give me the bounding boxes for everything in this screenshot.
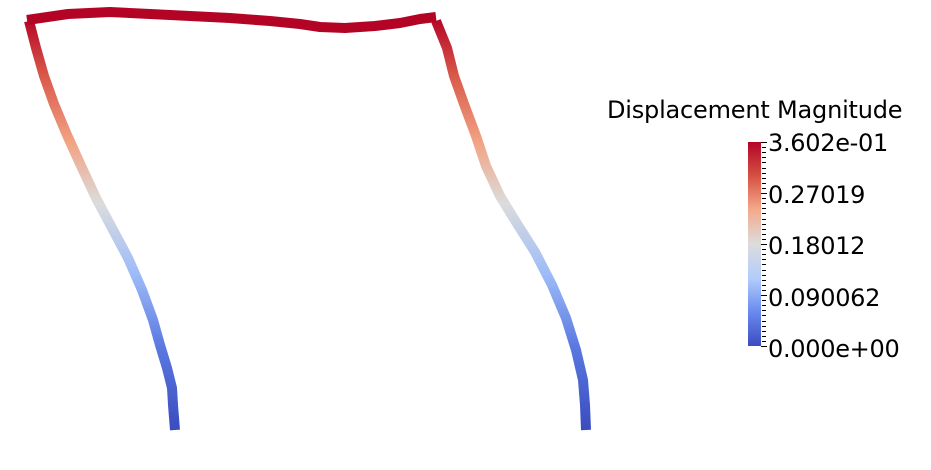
colorbar-tick (762, 224, 766, 225)
colorbar-tick (762, 178, 766, 179)
colorbar-title: Displacement Magnitude (607, 96, 903, 124)
colorbar-label-max: 3.602e-01 (768, 129, 888, 157)
colorbar-tick (762, 336, 766, 337)
colorbar-tick (761, 295, 767, 296)
colorbar-tick (762, 321, 766, 322)
colorbar-tick (762, 188, 766, 189)
right-column (431, 19, 591, 431)
colorbar-tick (762, 341, 766, 342)
colorbar-tick (762, 147, 766, 148)
colorbar-tick (762, 219, 766, 220)
colorbar-tick (761, 193, 767, 194)
colorbar-tick (762, 270, 766, 271)
colorbar-tick (762, 285, 766, 286)
colorbar-tick (761, 244, 767, 245)
colorbar-tick (761, 346, 767, 347)
colorbar-label-3: 0.18012 (768, 232, 866, 260)
colorbar-tick (762, 239, 766, 240)
colorbar-tick (762, 264, 766, 265)
colorbar-tick (762, 326, 766, 327)
colorbar-tick (762, 203, 766, 204)
colorbar-tick (762, 315, 766, 316)
colorbar-tick (762, 208, 766, 209)
colorbar-tick (762, 280, 766, 281)
top-beam (26, 7, 437, 33)
colorbar-tick (762, 229, 766, 230)
colorbar-tick (762, 300, 766, 301)
colorbar-tick (762, 331, 766, 332)
colorbar-tick (762, 305, 766, 306)
left-column (24, 19, 180, 431)
colorbar-tick (762, 254, 766, 255)
colorbar-tick (762, 259, 766, 260)
colorbar-tick (762, 157, 766, 158)
colorbar-tick (762, 310, 766, 311)
colorbar-tick (762, 213, 766, 214)
colorbar-label-2: 0.27019 (768, 181, 866, 209)
colorbar-label-4: 0.090062 (768, 284, 881, 312)
colorbar-tick (762, 249, 766, 250)
colorbar-tick (762, 275, 766, 276)
colorbar-tick (762, 168, 766, 169)
colorbar-tick (761, 142, 767, 143)
colorbar-tick (762, 234, 766, 235)
colorbar-tick (762, 162, 766, 163)
colorbar-label-min: 0.000e+00 (768, 335, 900, 363)
colorbar (748, 142, 761, 346)
colorbar-tick (762, 290, 766, 291)
colorbar-tick (762, 183, 766, 184)
colorbar-tick (762, 198, 766, 199)
colorbar-tick (762, 173, 766, 174)
colorbar-tick (762, 152, 766, 153)
